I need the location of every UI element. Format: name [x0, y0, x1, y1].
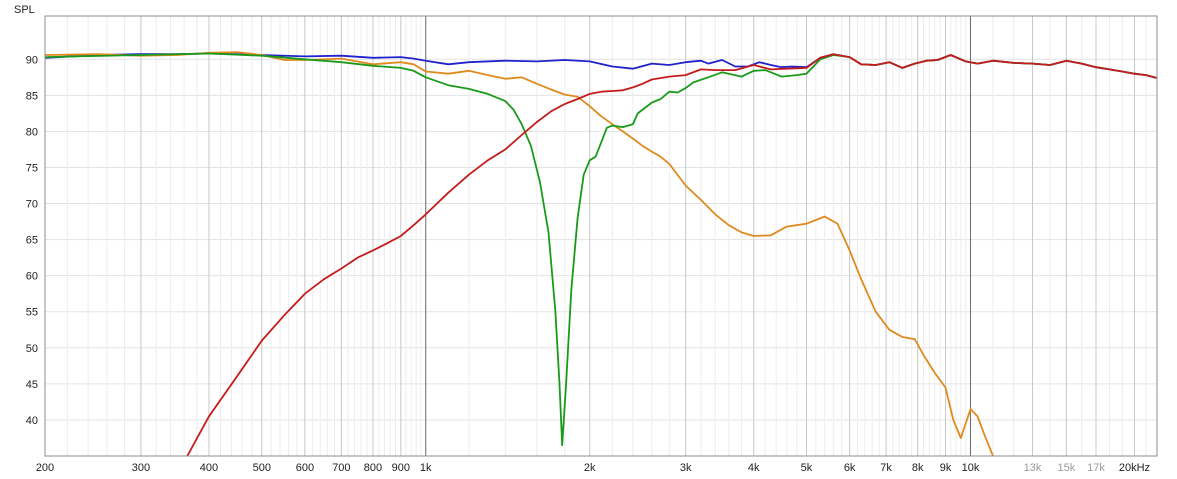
y-axis-ticks: 40 45 50 55 60 65 70 75 80 85 90 — [26, 54, 38, 427]
x-tick-label: 5k — [801, 462, 813, 474]
x-tick-label: 4k — [748, 462, 760, 474]
x-tick-label: 17k — [1087, 462, 1105, 474]
grid — [44, 16, 1158, 456]
plot-frame — [44, 15, 1158, 457]
y-tick-label: 65 — [26, 235, 38, 247]
x-tick-label: 200 — [36, 462, 54, 474]
y-tick-label: 50 — [26, 343, 38, 355]
y-tick-label: 75 — [26, 162, 38, 174]
series-line-3 — [45, 52, 1157, 447]
x-tick-label: 13k — [1024, 462, 1042, 474]
y-tick-label: 60 — [26, 271, 38, 283]
y-tick-label: 40 — [26, 415, 38, 427]
x-tick-label: 800 — [364, 462, 382, 474]
y-tick-label: 85 — [26, 90, 38, 102]
x-tick-label: 9k — [940, 462, 952, 474]
x-tick-label: 15k — [1058, 462, 1076, 474]
series-line-1 — [45, 52, 1157, 79]
y-tick-label: 90 — [26, 54, 38, 66]
x-tick-label: 1k — [420, 462, 432, 474]
x-tick-label: 900 — [392, 462, 410, 474]
y-tick-label: 45 — [26, 379, 38, 391]
x-tick-label: 8k — [912, 462, 924, 474]
x-tick-label: 6k — [844, 462, 856, 474]
x-tick-label: 600 — [296, 462, 314, 474]
y-tick-label: 80 — [26, 126, 38, 138]
x-tick-label: 400 — [200, 462, 218, 474]
series-group — [45, 51, 1157, 456]
series-line-4 — [186, 53, 1157, 456]
x-tick-label: 500 — [253, 462, 271, 474]
x-tick-label: 300 — [132, 462, 150, 474]
y-tick-label: 55 — [26, 307, 38, 319]
x-tick-label: 3k — [680, 462, 692, 474]
x-axis-ticks: 200 300 400 500 600 700 800 900 1k 2k 3k 4k 5k 6k 7k 8k… — [36, 462, 1150, 474]
x-tick-label: 700 — [332, 462, 350, 474]
x-tick-label: 10k — [962, 462, 980, 474]
y-axis-label: SPL — [14, 4, 35, 16]
x-tick-label: 20kHz — [1119, 462, 1150, 474]
x-tick-label: 2k — [584, 462, 596, 474]
x-tick-label: 7k — [880, 462, 892, 474]
series-line-2 — [45, 51, 994, 456]
y-tick-label: 70 — [26, 199, 38, 211]
